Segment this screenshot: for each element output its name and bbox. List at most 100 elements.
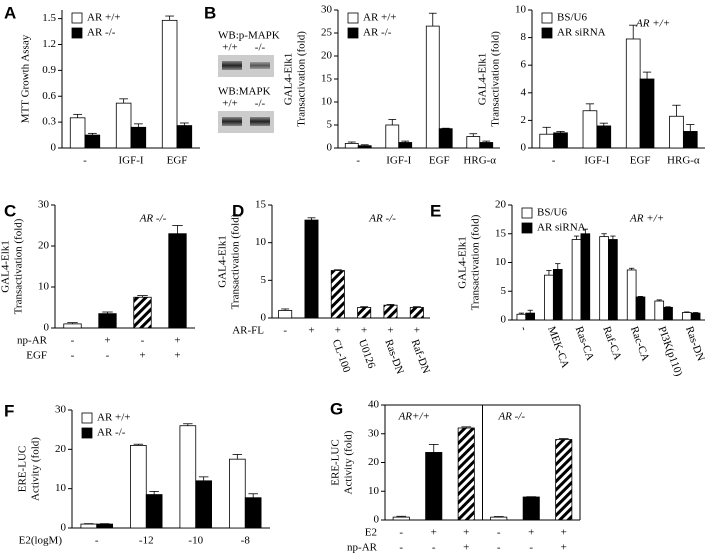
panel-letter: E bbox=[430, 201, 441, 220]
x-tick-label: -10 bbox=[188, 535, 203, 547]
y-tick-label: 40 bbox=[368, 399, 380, 411]
y-tick-label: 10 bbox=[55, 482, 67, 494]
blot-band bbox=[222, 61, 242, 70]
y-axis-label: Transactivation (fold) bbox=[13, 218, 25, 314]
bar bbox=[682, 131, 698, 149]
error-bar bbox=[102, 311, 113, 314]
y-tick-label: 0.6 bbox=[42, 90, 56, 102]
x-tick-label: Ras-DN bbox=[382, 338, 406, 376]
bar bbox=[357, 307, 372, 319]
error-bar bbox=[73, 113, 83, 118]
row-value: - bbox=[141, 335, 145, 347]
blot-lane: -/- bbox=[255, 42, 266, 54]
error-bar bbox=[493, 516, 504, 518]
y-tick-label: 0 bbox=[501, 314, 507, 326]
bar bbox=[80, 523, 98, 529]
x-tick-label: - bbox=[83, 155, 87, 167]
y-tick-label: 20 bbox=[38, 240, 50, 252]
legend-label: AR +/+ bbox=[87, 12, 121, 24]
y-tick-label: 5 bbox=[327, 119, 333, 131]
legend-label: AR -/- bbox=[87, 27, 116, 39]
y-axis-label: GAL4-Elk1 bbox=[457, 236, 469, 289]
blot-band bbox=[250, 117, 270, 126]
x-tick-label: MEK-CA bbox=[545, 325, 571, 370]
bar bbox=[229, 458, 246, 529]
error-bar bbox=[461, 426, 472, 428]
y-tick-label: 30 bbox=[321, 4, 333, 16]
error-bar bbox=[518, 312, 525, 315]
error-bar bbox=[665, 306, 671, 308]
panel-letter: D bbox=[232, 201, 244, 220]
y-tick-label: 10 bbox=[368, 485, 380, 497]
x-tick-label: PI3K(p110) bbox=[655, 325, 684, 378]
x-tick-label: Rac-CA bbox=[628, 325, 652, 363]
row-value: + bbox=[174, 350, 180, 362]
bar bbox=[639, 78, 655, 149]
legend-swatch bbox=[81, 427, 93, 439]
bar bbox=[130, 126, 147, 149]
row-value: - bbox=[497, 527, 501, 539]
y-tick-label: 25 bbox=[321, 27, 333, 39]
bar bbox=[84, 134, 101, 149]
error-bar bbox=[482, 140, 491, 143]
legend-swatch bbox=[81, 412, 93, 424]
y-tick-label: 30 bbox=[368, 427, 380, 439]
x-tick-label: Raf-CA bbox=[600, 325, 623, 362]
row-value: + bbox=[335, 325, 341, 337]
y-tick-label: 5 bbox=[261, 274, 267, 286]
error-bar bbox=[573, 235, 580, 240]
error-bar bbox=[137, 295, 148, 298]
legend-swatch bbox=[71, 27, 83, 39]
error-bar bbox=[333, 269, 342, 271]
panel-letter: C bbox=[4, 201, 16, 220]
bar bbox=[479, 142, 494, 149]
legend-swatch bbox=[347, 27, 359, 39]
bar bbox=[98, 313, 117, 329]
error-bar bbox=[599, 122, 608, 126]
error-bar bbox=[556, 131, 565, 133]
y-tick-label: 6 bbox=[521, 59, 527, 71]
y-tick-label: 0 bbox=[374, 514, 380, 526]
y-axis-label: Transactivation (fold) bbox=[490, 31, 502, 127]
x-tick-label: EGF bbox=[167, 155, 188, 167]
blot-title: WB:p-MAPK bbox=[218, 30, 280, 42]
row-value: + bbox=[139, 350, 145, 362]
y-tick-label: 20 bbox=[321, 50, 333, 62]
bar bbox=[539, 133, 555, 149]
error-bar bbox=[546, 270, 552, 276]
bar bbox=[168, 233, 187, 329]
bar bbox=[304, 219, 319, 319]
bar bbox=[392, 516, 410, 521]
bar bbox=[398, 142, 413, 149]
legend-label: AR +/+ bbox=[363, 12, 397, 24]
bar bbox=[278, 310, 293, 319]
row-value: + bbox=[561, 527, 567, 539]
row-value: + bbox=[361, 325, 367, 337]
x-tick-label: CL-100 bbox=[330, 338, 353, 375]
bar bbox=[552, 268, 563, 321]
y-tick-label: 0 bbox=[44, 322, 50, 334]
bar bbox=[555, 439, 573, 521]
row-value: - bbox=[71, 335, 75, 347]
bar bbox=[525, 312, 536, 321]
bar bbox=[438, 128, 453, 149]
bar bbox=[608, 239, 618, 321]
x-tick-label: IGF-I bbox=[118, 155, 143, 167]
x-tick-label: - bbox=[356, 155, 360, 167]
blot-title: WB:MAPK bbox=[218, 86, 271, 98]
y-tick-label: 0 bbox=[261, 312, 267, 324]
blot-lane: +/+ bbox=[222, 42, 237, 54]
error-bar bbox=[637, 296, 644, 297]
x-tick-label: - bbox=[518, 325, 531, 333]
row-label: EGF bbox=[26, 350, 47, 362]
bar bbox=[596, 125, 612, 149]
y-tick-label: 15 bbox=[495, 227, 507, 239]
bar bbox=[383, 304, 398, 319]
bar bbox=[195, 480, 212, 529]
error-bar bbox=[684, 311, 690, 313]
y-axis-label: Activity (fold) bbox=[343, 430, 355, 494]
bar bbox=[625, 38, 641, 149]
bar bbox=[626, 269, 637, 321]
bar bbox=[63, 323, 82, 329]
